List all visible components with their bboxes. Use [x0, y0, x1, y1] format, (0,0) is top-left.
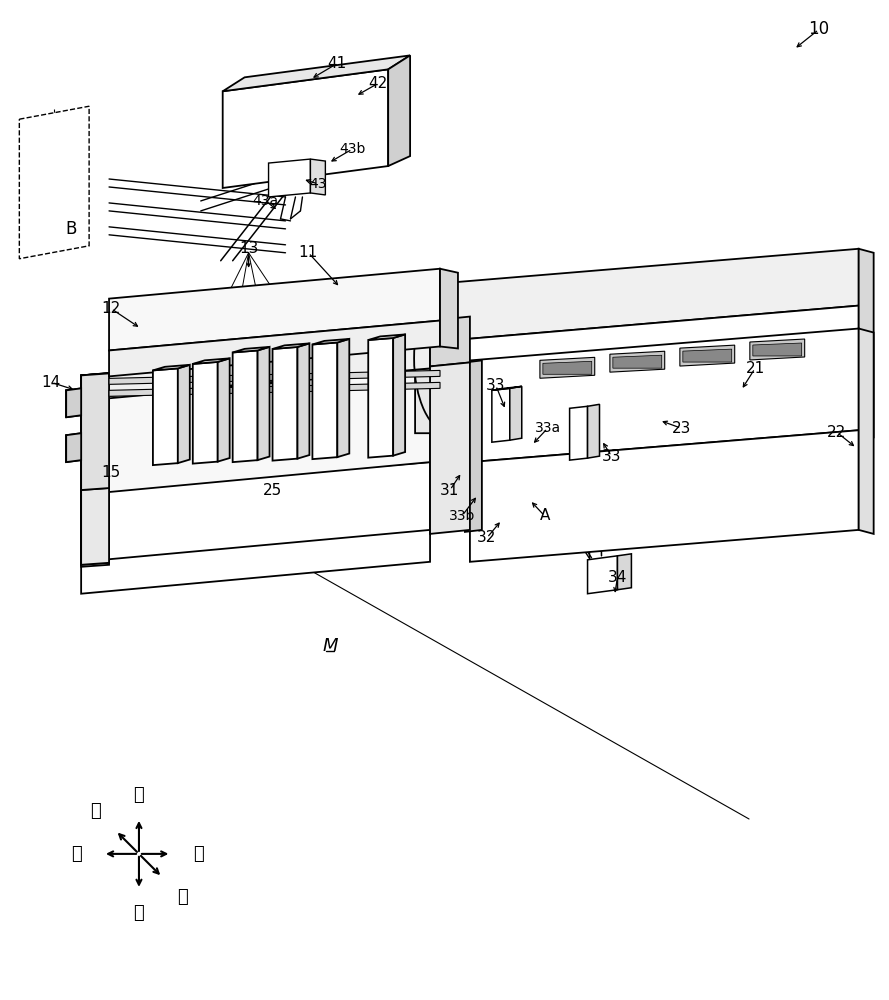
Polygon shape [223, 55, 410, 91]
Text: 43a: 43a [252, 194, 278, 208]
Polygon shape [81, 345, 430, 398]
Polygon shape [859, 329, 874, 534]
Polygon shape [81, 345, 430, 398]
Polygon shape [310, 159, 325, 195]
Text: 后: 后 [91, 802, 101, 820]
Polygon shape [540, 357, 595, 378]
Text: 43b: 43b [339, 142, 365, 156]
Polygon shape [20, 106, 89, 259]
Polygon shape [109, 368, 430, 492]
Polygon shape [81, 488, 109, 565]
Polygon shape [312, 339, 349, 344]
Text: 33a: 33a [534, 421, 561, 435]
Polygon shape [193, 362, 218, 464]
Polygon shape [470, 430, 859, 562]
Polygon shape [178, 365, 189, 463]
Polygon shape [66, 433, 81, 462]
Polygon shape [470, 329, 859, 462]
Polygon shape [440, 269, 458, 348]
Text: 21: 21 [745, 361, 765, 376]
Text: 42: 42 [369, 76, 388, 91]
Text: 25: 25 [263, 483, 282, 498]
Polygon shape [415, 283, 450, 433]
Polygon shape [81, 373, 109, 567]
Text: B: B [66, 220, 76, 238]
Text: 上: 上 [133, 786, 144, 804]
Polygon shape [298, 343, 309, 459]
Polygon shape [233, 350, 258, 462]
Polygon shape [153, 365, 189, 370]
Polygon shape [465, 360, 482, 532]
Polygon shape [388, 55, 410, 166]
Text: 43: 43 [309, 177, 327, 191]
Polygon shape [753, 343, 802, 356]
Polygon shape [268, 159, 310, 197]
Text: 33: 33 [602, 449, 621, 464]
Text: 41: 41 [328, 56, 347, 71]
Polygon shape [368, 338, 393, 458]
Polygon shape [337, 339, 349, 457]
Polygon shape [449, 249, 859, 340]
Polygon shape [588, 404, 599, 458]
Text: M: M [323, 637, 338, 655]
Text: 10: 10 [808, 20, 829, 38]
Polygon shape [430, 317, 470, 366]
Polygon shape [153, 368, 178, 465]
Polygon shape [492, 388, 509, 442]
Polygon shape [680, 345, 734, 366]
Polygon shape [509, 386, 522, 440]
Polygon shape [223, 69, 388, 188]
Polygon shape [430, 362, 470, 534]
Text: 12: 12 [101, 301, 121, 316]
Text: 23: 23 [671, 421, 691, 436]
Text: 左: 左 [71, 845, 82, 863]
Polygon shape [109, 382, 440, 396]
Text: 32: 32 [477, 530, 497, 545]
Polygon shape [233, 347, 269, 352]
Text: 15: 15 [101, 465, 121, 480]
Polygon shape [66, 388, 81, 417]
Polygon shape [610, 351, 665, 372]
Polygon shape [415, 283, 449, 433]
Text: 右: 右 [193, 845, 204, 863]
Polygon shape [109, 321, 440, 376]
Polygon shape [449, 306, 859, 433]
Polygon shape [273, 347, 298, 461]
Polygon shape [859, 249, 874, 437]
Polygon shape [81, 530, 430, 594]
Text: 22: 22 [827, 425, 846, 440]
Polygon shape [749, 339, 805, 360]
Text: 33: 33 [486, 378, 506, 393]
Polygon shape [109, 269, 440, 350]
Text: 31: 31 [440, 483, 460, 498]
Polygon shape [218, 358, 229, 462]
Text: 14: 14 [42, 375, 60, 390]
Polygon shape [393, 334, 405, 456]
Polygon shape [368, 334, 405, 340]
Polygon shape [492, 386, 522, 390]
Text: 13: 13 [239, 241, 259, 256]
Text: 前: 前 [177, 888, 188, 906]
Polygon shape [618, 554, 631, 590]
Polygon shape [81, 462, 430, 563]
Polygon shape [613, 355, 661, 368]
Text: A: A [540, 508, 550, 523]
Polygon shape [570, 406, 588, 460]
Polygon shape [543, 361, 592, 374]
Polygon shape [312, 342, 337, 459]
Text: 34: 34 [608, 570, 627, 585]
Polygon shape [81, 373, 109, 490]
Polygon shape [588, 556, 618, 594]
Text: 11: 11 [299, 245, 318, 260]
Polygon shape [193, 358, 229, 364]
Polygon shape [81, 373, 109, 565]
Text: 下: 下 [133, 904, 144, 922]
Polygon shape [683, 349, 732, 362]
Polygon shape [109, 370, 440, 384]
Polygon shape [273, 343, 309, 349]
Polygon shape [258, 347, 269, 460]
Text: 33b: 33b [449, 509, 475, 523]
